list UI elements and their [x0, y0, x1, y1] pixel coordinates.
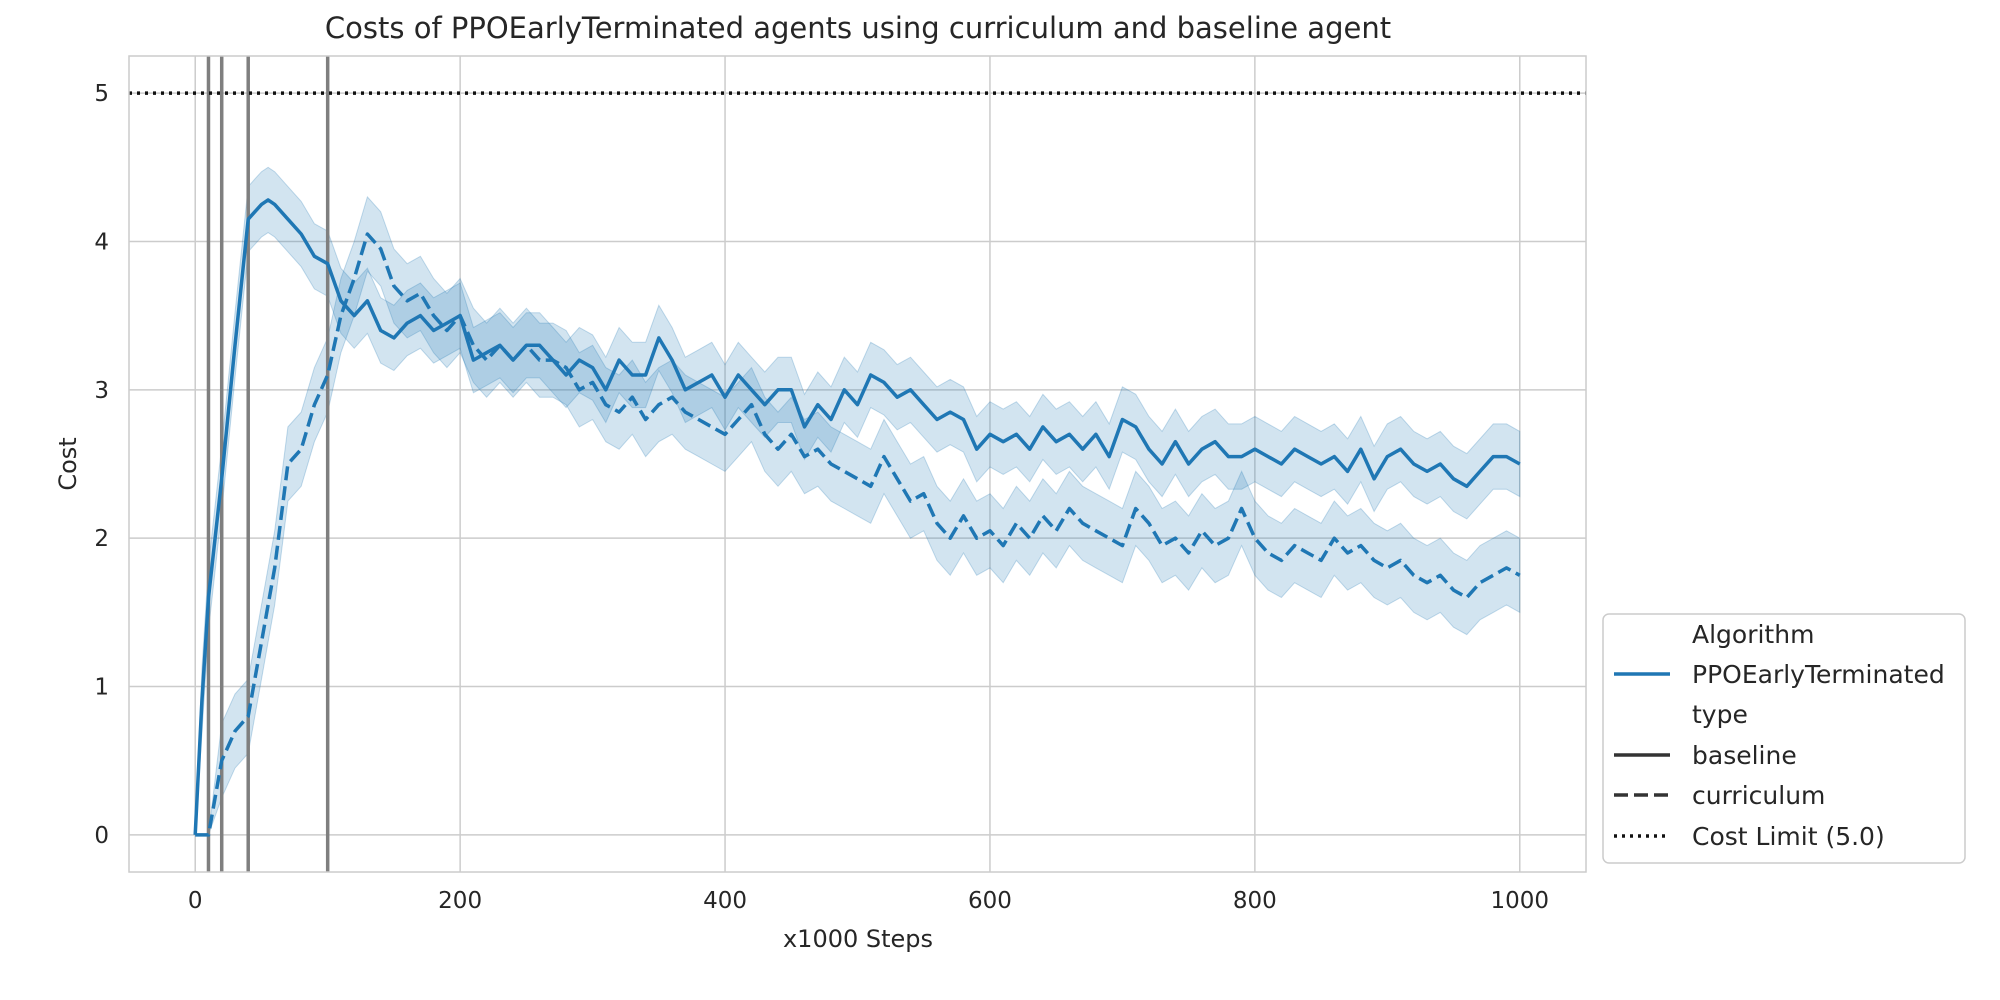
y-tick-label: 2 [94, 526, 109, 552]
x-tick-label: 400 [703, 888, 747, 914]
y-tick-label: 3 [94, 378, 109, 404]
legend-header-type: type [1692, 700, 1748, 729]
x-tick-label: 1000 [1490, 888, 1549, 914]
series-layer [193, 198, 1521, 837]
y-tick-label: 0 [94, 823, 109, 849]
legend-entry-baseline: baseline [1692, 741, 1797, 770]
legend-entry-cost-limit: Cost Limit (5.0) [1692, 822, 1885, 851]
legend: Algorithm PPOEarlyTerminated type baseli… [1602, 613, 1966, 864]
x-tick-label: 0 [188, 888, 203, 914]
y-tick-label: 1 [94, 675, 109, 701]
x-tick-label: 800 [1233, 888, 1277, 914]
legend-box [1602, 613, 1966, 864]
legend-header-algorithm: Algorithm [1692, 620, 1814, 649]
grid-layer [129, 56, 1586, 872]
series-line-curriculum [195, 232, 1521, 837]
x-tick-label: 200 [438, 888, 482, 914]
x-axis-label: x1000 Steps [783, 925, 933, 953]
y-tick-label: 4 [94, 229, 109, 255]
chart-title: Costs of PPOEarlyTerminated agents using… [325, 11, 1391, 45]
confidence-band-curriculum [195, 195, 1521, 836]
legend-entry-curriculum: curriculum [1692, 781, 1825, 810]
x-tick-label: 600 [968, 888, 1012, 914]
y-tick-label: 5 [94, 81, 109, 107]
y-axis-label: Cost [54, 437, 82, 490]
tick-labels: 0 200 400 600 800 1000 0 1 2 3 4 5 [94, 81, 1549, 914]
plot-frame [128, 55, 1587, 873]
series-line-baseline [193, 198, 1521, 835]
legend-entry-algorithm: PPOEarlyTerminated [1692, 660, 1945, 689]
